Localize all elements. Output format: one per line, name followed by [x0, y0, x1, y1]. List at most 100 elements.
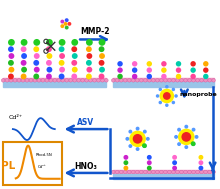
Circle shape [132, 74, 138, 79]
Circle shape [65, 79, 68, 82]
Circle shape [112, 79, 115, 82]
Circle shape [144, 79, 147, 82]
Circle shape [86, 53, 92, 59]
Circle shape [99, 53, 105, 59]
Circle shape [21, 74, 27, 79]
Circle shape [204, 79, 207, 82]
Circle shape [176, 61, 181, 67]
Circle shape [59, 67, 65, 73]
Circle shape [148, 79, 151, 82]
Circle shape [172, 160, 177, 165]
Circle shape [198, 166, 203, 170]
Circle shape [9, 67, 14, 73]
Circle shape [152, 170, 155, 174]
Circle shape [25, 79, 29, 82]
Circle shape [172, 170, 175, 174]
Circle shape [142, 143, 147, 148]
Circle shape [132, 61, 138, 67]
Circle shape [105, 79, 108, 82]
Circle shape [37, 79, 41, 82]
Bar [113, 78, 214, 82]
Circle shape [172, 79, 175, 82]
Circle shape [21, 46, 27, 52]
Circle shape [182, 132, 191, 142]
Circle shape [133, 134, 143, 144]
Circle shape [71, 60, 77, 66]
Circle shape [161, 61, 167, 67]
Circle shape [45, 79, 49, 82]
Bar [113, 170, 214, 174]
Circle shape [46, 60, 52, 66]
Circle shape [180, 79, 183, 82]
Circle shape [117, 67, 123, 73]
Circle shape [86, 74, 92, 79]
Circle shape [147, 67, 152, 73]
Circle shape [190, 61, 196, 67]
Circle shape [33, 60, 39, 66]
Circle shape [60, 20, 64, 23]
Text: MMP-2: MMP-2 [80, 27, 110, 36]
Circle shape [203, 67, 209, 73]
Circle shape [159, 101, 162, 104]
Circle shape [160, 170, 163, 174]
FancyBboxPatch shape [3, 142, 62, 185]
Circle shape [33, 74, 39, 79]
Circle shape [184, 79, 187, 82]
Circle shape [191, 141, 196, 146]
Circle shape [1, 79, 5, 82]
Circle shape [128, 144, 132, 148]
Circle shape [41, 79, 45, 82]
Circle shape [123, 155, 128, 160]
Circle shape [33, 46, 39, 52]
Circle shape [192, 170, 195, 174]
Circle shape [65, 18, 69, 22]
Circle shape [147, 160, 152, 165]
Text: HNO₃: HNO₃ [75, 162, 97, 171]
Circle shape [174, 94, 178, 98]
Circle shape [53, 79, 57, 82]
Circle shape [172, 101, 175, 104]
Circle shape [72, 53, 78, 59]
Circle shape [46, 46, 52, 52]
Circle shape [21, 79, 25, 82]
Circle shape [59, 74, 64, 79]
Circle shape [190, 67, 196, 73]
Circle shape [165, 85, 169, 88]
Circle shape [161, 74, 167, 79]
Circle shape [176, 79, 179, 82]
Circle shape [86, 67, 92, 73]
Circle shape [161, 67, 167, 73]
Bar [113, 174, 214, 179]
Circle shape [123, 170, 127, 174]
Circle shape [172, 166, 177, 170]
Circle shape [46, 67, 52, 73]
Circle shape [136, 79, 139, 82]
Circle shape [99, 46, 104, 52]
Circle shape [13, 79, 17, 82]
Circle shape [99, 60, 104, 66]
Circle shape [89, 79, 92, 82]
Circle shape [46, 74, 52, 79]
Circle shape [97, 79, 100, 82]
Circle shape [65, 26, 69, 29]
Circle shape [177, 142, 181, 146]
Bar [113, 82, 214, 87]
Circle shape [165, 103, 169, 107]
Circle shape [86, 60, 92, 66]
Circle shape [59, 46, 64, 52]
Text: Rhod-5N: Rhod-5N [36, 153, 52, 157]
Circle shape [136, 170, 139, 174]
Circle shape [212, 170, 215, 174]
Circle shape [132, 170, 135, 174]
Circle shape [77, 79, 80, 82]
Circle shape [160, 89, 174, 103]
Circle shape [208, 170, 211, 174]
Circle shape [176, 170, 179, 174]
Circle shape [164, 79, 167, 82]
Circle shape [59, 53, 65, 59]
Circle shape [136, 127, 139, 131]
Circle shape [129, 131, 146, 147]
Circle shape [168, 79, 171, 82]
Bar [3, 78, 106, 82]
Circle shape [132, 79, 135, 82]
